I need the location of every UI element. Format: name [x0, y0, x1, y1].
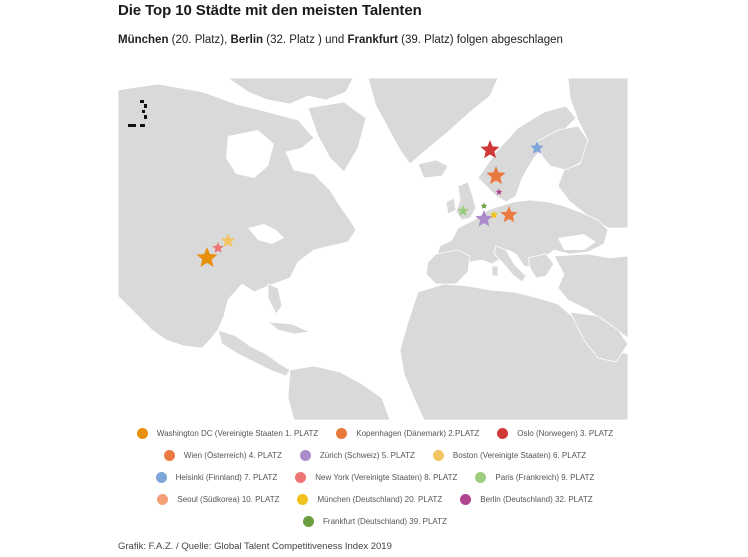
legend-dot-berlin — [460, 493, 472, 505]
star-paris[interactable] — [457, 205, 469, 216]
legend-dot-frankfurt — [303, 515, 315, 527]
legend-dot-muenchen — [297, 493, 309, 505]
land-arctic-islands — [227, 78, 354, 105]
legend-label-paris: Paris (Frankreich) 9. PLATZ — [495, 472, 595, 482]
star-washington[interactable] — [196, 247, 218, 267]
black-sea — [558, 234, 596, 250]
legend-row-4: Seoul (Südkorea) 10. PLATZ München (Deut… — [120, 491, 630, 507]
land-florida — [267, 283, 283, 315]
subtitle-city-berlin: Berlin — [230, 34, 264, 46]
land-greenland — [367, 78, 499, 165]
subtitle-rank-muenchen: (20. Platz), — [168, 34, 231, 46]
land-iberia — [425, 249, 471, 285]
subtitle-rank-frankfurt: (39. Platz) folgen abgeschlagen — [397, 34, 563, 46]
legend-dot-wien — [163, 449, 175, 461]
legend-dot-helsinki — [155, 471, 167, 483]
land-arabia — [569, 311, 628, 363]
legend-label-frankfurt: Frankfurt (Deutschland) 39. PLATZ — [323, 516, 447, 526]
legend-label-berlin: Berlin (Deutschland) 32. PLATZ — [480, 494, 593, 504]
land-ireland — [445, 197, 457, 215]
city-markers — [196, 140, 544, 267]
legend-label-washington: Washington DC (Vereinigte Staaten 1. PLA… — [156, 428, 319, 438]
star-newyork[interactable] — [212, 242, 224, 253]
legend-label-wien: Wien (Österreich) 4. PLATZ — [183, 450, 282, 460]
legend-item-boston: Boston (Vereinigte Staaten) 6. PLATZ — [432, 447, 587, 463]
legend-label-zuerich: Zürich (Schweiz) 5. PLATZ — [319, 450, 415, 460]
star-oslo[interactable] — [480, 140, 500, 159]
legend-dot-oslo — [497, 427, 509, 439]
legend-label-helsinki: Helsinki (Finnland) 7. PLATZ — [175, 472, 278, 482]
legend-dot-paris — [475, 471, 487, 483]
chart-subtitle: München (20. Platz), Berlin (32. Platz )… — [118, 34, 563, 46]
land-sardinia — [491, 265, 499, 277]
legend-item-paris: Paris (Frankreich) 9. PLATZ — [475, 469, 594, 485]
star-wien[interactable] — [500, 206, 518, 223]
legend-row-5: Frankfurt (Deutschland) 39. PLATZ — [120, 513, 630, 529]
land-cuba — [266, 321, 312, 335]
legend-item-washington: Washington DC (Vereinigte Staaten 1. PLA… — [136, 425, 319, 441]
legend-dot-newyork — [295, 471, 307, 483]
star-muenchen[interactable] — [489, 210, 499, 219]
land-italy — [493, 245, 527, 283]
legend-label-seoul: Seoul (Südkorea) 10. PLATZ — [177, 494, 280, 504]
legend-label-kopenhagen: Kopenhagen (Dänemark) 2.PLATZ — [356, 428, 480, 438]
legend-item-muenchen: München (Deutschland) 20. PLATZ — [297, 491, 442, 507]
legend-item-kopenhagen: Kopenhagen (Dänemark) 2.PLATZ — [336, 425, 479, 441]
great-lakes — [248, 224, 284, 244]
legend-dot-zuerich — [299, 449, 311, 461]
legend-dot-washington — [136, 427, 148, 439]
legend-item-wien: Wien (Österreich) 4. PLATZ — [163, 447, 282, 463]
legend-label-muenchen: München (Deutschland) 20. PLATZ — [317, 494, 443, 504]
star-boston[interactable] — [220, 233, 236, 248]
map-artifact — [128, 100, 147, 127]
subtitle-city-muenchen: München — [118, 34, 169, 46]
legend-dot-kopenhagen — [336, 427, 348, 439]
land-baffin — [307, 101, 367, 173]
star-helsinki[interactable] — [530, 141, 544, 154]
land-central-america — [217, 329, 291, 377]
star-frankfurt[interactable] — [480, 202, 488, 209]
legend: Washington DC (Vereinigte Staaten 1. PLA… — [120, 425, 630, 535]
legend-row-3: Helsinki (Finnland) 7. PLATZ New York (V… — [120, 469, 630, 485]
land-iceland — [417, 159, 449, 179]
star-zuerich[interactable] — [475, 210, 493, 227]
legend-item-newyork: New York (Vereinigte Staaten) 8. PLATZ — [295, 469, 457, 485]
legend-item-zuerich: Zürich (Schweiz) 5. PLATZ — [299, 447, 415, 463]
world-map[interactable] — [118, 78, 628, 420]
legend-label-oslo: Oslo (Norwegen) 3. PLATZ — [517, 428, 614, 438]
subtitle-rank-berlin: (32. Platz ) und — [263, 34, 348, 46]
chart-title: Die Top 10 Städte mit den meisten Talent… — [118, 2, 422, 19]
legend-dot-boston — [432, 449, 444, 461]
star-kopenhagen[interactable] — [486, 166, 506, 185]
land-north-america — [118, 83, 357, 349]
legend-item-frankfurt: Frankfurt (Deutschland) 39. PLATZ — [303, 513, 447, 529]
map-svg — [118, 78, 628, 420]
subtitle-city-frankfurt: Frankfurt — [347, 34, 398, 46]
legend-label-newyork: New York (Vereinigte Staaten) 8. PLATZ — [315, 472, 458, 482]
star-berlin[interactable] — [495, 188, 503, 195]
land-south-america — [287, 365, 391, 420]
legend-row-2: Wien (Österreich) 4. PLATZ Zürich (Schwe… — [120, 447, 630, 463]
legend-label-boston: Boston (Vereinigte Staaten) 6. PLATZ — [452, 450, 587, 460]
legend-row-1: Washington DC (Vereinigte Staaten 1. PLA… — [120, 425, 630, 441]
legend-item-oslo: Oslo (Norwegen) 3. PLATZ — [497, 425, 613, 441]
land-russia — [557, 78, 628, 229]
legend-dot-seoul — [157, 493, 169, 505]
source-note: Grafik: F.A.Z. / Quelle: Global Talent C… — [118, 541, 392, 552]
land-balkans — [527, 253, 555, 279]
hudson-bay — [226, 130, 274, 178]
legend-item-seoul: Seoul (Südkorea) 10. PLATZ — [157, 491, 279, 507]
legend-item-berlin: Berlin (Deutschland) 32. PLATZ — [460, 491, 593, 507]
legend-item-helsinki: Helsinki (Finnland) 7. PLATZ — [155, 469, 278, 485]
